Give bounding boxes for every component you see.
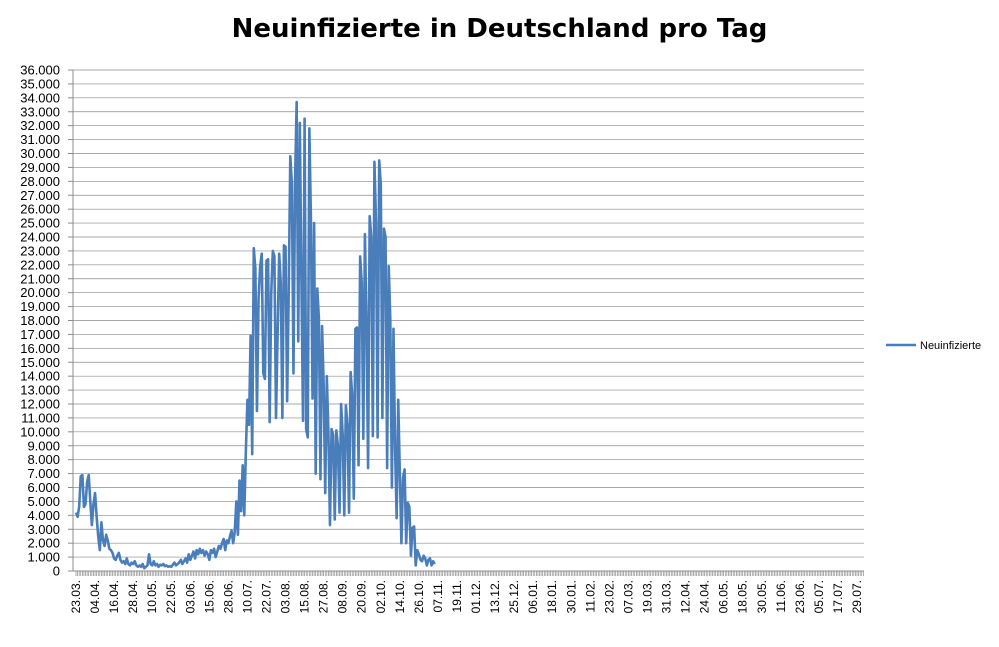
x-tick-label: 10.05. [145, 580, 159, 613]
y-tick-label: 33.000 [20, 104, 60, 119]
x-tick-label: 22.07. [259, 580, 273, 613]
x-tick-label: 02.10. [374, 580, 388, 613]
x-tick-label: 05.07. [812, 580, 826, 613]
x-tick-label: 28.06. [221, 580, 235, 613]
x-tick-label: 18.01. [545, 580, 559, 613]
x-tick-label: 07.11. [431, 580, 445, 612]
axes [68, 69, 864, 576]
y-tick-label: 13.000 [20, 383, 60, 398]
y-tick-label: 22.000 [20, 257, 60, 272]
y-tick-label: 17.000 [20, 327, 60, 342]
y-tick-label: 10.000 [20, 424, 60, 439]
x-tick-label: 29.07. [850, 580, 864, 613]
x-tick-label: 01.12. [469, 580, 483, 613]
x-tick-label: 27.08. [317, 580, 331, 613]
y-tick-label: 23.000 [20, 243, 60, 258]
y-tick-label: 31.000 [20, 132, 60, 147]
x-tick-label: 23.03. [69, 580, 83, 613]
y-tick-label: 5.000 [27, 494, 60, 509]
y-tick-label: 21.000 [20, 271, 60, 286]
y-tick-label: 36.000 [20, 63, 60, 78]
legend-label: Neuinfizierte [920, 340, 981, 352]
x-tick-label: 19.03. [640, 580, 654, 613]
y-tick-label: 8.000 [27, 452, 60, 467]
y-tick-label: 24.000 [20, 230, 60, 245]
y-tick-label: 19.000 [20, 299, 60, 314]
x-tick-label: 30.01. [564, 580, 578, 613]
y-tick-label: 32.000 [20, 118, 60, 133]
y-tick-label: 9.000 [27, 438, 60, 453]
x-tick-label: 25.12. [507, 580, 521, 613]
x-tick-label: 23.02. [602, 580, 616, 613]
series-layer [74, 100, 436, 570]
y-tick-label: 20.000 [20, 285, 60, 300]
x-tick-label: 06.05. [717, 580, 731, 613]
y-tick-label: 7.000 [27, 466, 60, 481]
y-tick-label: 18.000 [20, 313, 60, 328]
x-tick-label: 14.10. [393, 580, 407, 613]
x-tick-label: 30.05. [755, 580, 769, 613]
x-tick-label: 22.05. [164, 580, 178, 613]
x-tick-label: 06.01. [526, 580, 540, 613]
y-tick-label: 15.000 [20, 355, 60, 370]
y-tick-label: 30.000 [20, 146, 60, 161]
x-tick-label: 26.10. [412, 580, 426, 613]
x-tick-label: 10.07. [240, 580, 254, 613]
y-tick-label: 34.000 [20, 90, 60, 105]
y-tick-label: 11.000 [21, 410, 60, 425]
legend: Neuinfizierte [886, 340, 981, 352]
x-tick-label: 11.02. [583, 580, 597, 612]
x-tick-label: 07.03. [621, 580, 635, 613]
y-tick-label: 12.000 [20, 397, 60, 412]
x-tick-label: 03.08. [279, 580, 293, 613]
x-axis-tick-labels: 23.03. 04.04. 16.04. 28.04. 10.05. 22.05. 03.0… [69, 580, 864, 613]
y-tick-label: 35.000 [20, 76, 60, 91]
x-tick-label: 16.04. [107, 580, 121, 613]
y-tick-label: 29.000 [20, 160, 60, 175]
x-tick-label: 23.06. [793, 580, 807, 613]
y-tick-label: 27.000 [20, 188, 60, 203]
series-line-neuinfizierte [74, 100, 436, 570]
y-tick-label: 2.000 [27, 536, 60, 551]
x-tick-label: 28.04. [126, 580, 140, 613]
x-tick-label: 15.08. [298, 580, 312, 613]
x-tick-label: 13.12. [488, 580, 502, 613]
y-tick-label: 0 [53, 564, 60, 579]
y-tick-label: 26.000 [20, 202, 60, 217]
x-tick-label: 18.05. [736, 580, 750, 613]
x-tick-label: 20.09. [355, 580, 369, 613]
y-axis-tick-labels: 01.0002.0003.0004.0005.0006.0007.0008.00… [20, 63, 60, 579]
y-tick-label: 25.000 [20, 216, 60, 231]
x-tick-label: 31.03. [660, 580, 674, 613]
x-tick-label: 11.06. [774, 580, 788, 612]
y-tick-label: 4.000 [27, 508, 60, 523]
x-tick-label: 24.04. [698, 580, 712, 613]
x-tick-label: 17.07. [831, 580, 845, 613]
y-tick-label: 28.000 [20, 174, 60, 189]
x-tick-label: 19.11. [450, 580, 464, 612]
x-tick-label: 04.04. [88, 580, 102, 613]
x-tick-label: 15.06. [202, 580, 216, 613]
y-tick-label: 3.000 [27, 522, 60, 537]
y-tick-label: 16.000 [20, 341, 60, 356]
gridlines [73, 69, 864, 558]
y-tick-label: 14.000 [20, 369, 60, 384]
x-tick-label: 03.06. [183, 580, 197, 613]
chart-title: Neuinfizierte in Deutschland pro Tag [231, 14, 768, 44]
x-tick-label: 12.04. [679, 580, 693, 613]
y-tick-label: 6.000 [27, 480, 60, 495]
x-tick-label: 08.09. [336, 580, 350, 613]
y-tick-label: 1.000 [27, 550, 60, 565]
